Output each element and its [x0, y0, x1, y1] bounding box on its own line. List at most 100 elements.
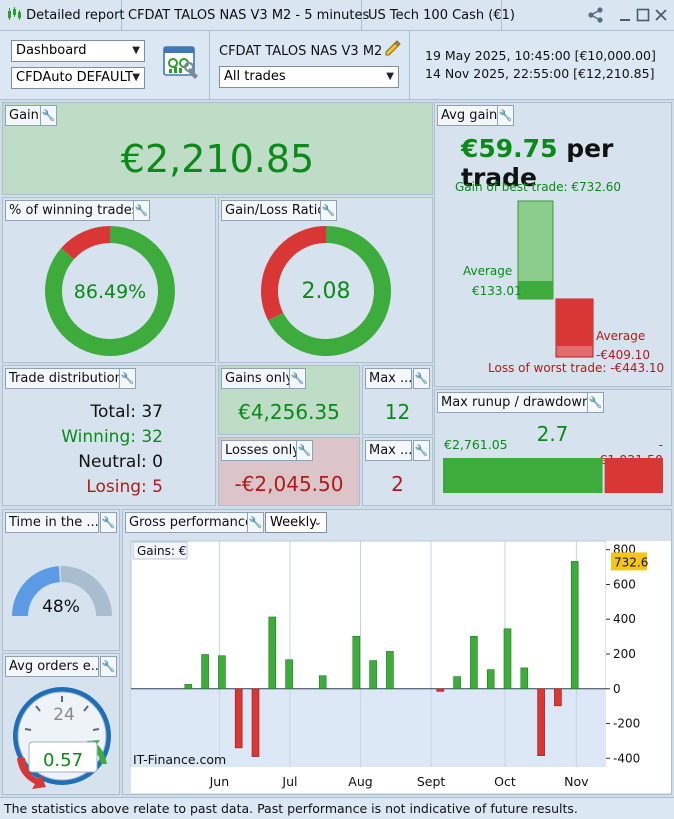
account-select[interactable]: CFDAuto DEFAULT ▼ — [11, 67, 145, 89]
neutral-trades: Neutral: 0 — [78, 452, 163, 472]
win-loss-bars — [517, 200, 594, 358]
wrench-icon[interactable]: 🔧 — [40, 105, 57, 126]
toolbar-divider — [209, 31, 210, 100]
max-consecutive-wins-value: 12 — [384, 400, 411, 424]
dial-number: 24 — [53, 705, 75, 725]
trades-filter-value: All trades — [224, 69, 286, 84]
y-tick-label: -200 — [613, 717, 640, 731]
share-icon[interactable] — [587, 6, 605, 24]
chart-bar — [285, 659, 293, 690]
trade-distribution-title: Trade distribution — [5, 368, 127, 389]
gross-performance-panel: Gross performance 🔧 Weekly ⌄ -400 -200 0 200… — [122, 509, 672, 795]
candlestick-icon — [8, 7, 21, 20]
close-icon[interactable] — [652, 6, 670, 24]
time-in-market-panel: Time in the ... 🔧 48% — [2, 509, 120, 651]
chart-title: Gains: € — [137, 544, 186, 558]
loss-slice — [261, 226, 326, 321]
avg-gain-suffix: per trade — [461, 134, 614, 192]
wrench-icon[interactable]: 🔧 — [497, 105, 514, 126]
view-select[interactable]: Dashboard ▼ — [11, 40, 145, 62]
losses-only-value: -€2,045.50 — [234, 472, 344, 496]
x-tick-label: Oct — [494, 774, 516, 789]
chart-bar — [201, 654, 209, 690]
x-axis-ticks: Jun Jul Aug Sept Oct Nov — [209, 774, 590, 789]
clock-dial-icon — [13, 687, 111, 789]
wrench-icon[interactable]: 🔧 — [413, 440, 430, 461]
period-select[interactable]: Weekly ⌄ — [265, 512, 327, 533]
y-tick-label: 400 — [613, 612, 636, 626]
chevron-down-icon: ▼ — [132, 72, 140, 83]
wrench-icon[interactable]: 🔧 — [119, 368, 136, 389]
chart-bar — [369, 660, 377, 690]
chart-bar — [251, 688, 260, 757]
avg-win-label: Average — [463, 264, 513, 278]
max-consecutive-wins-panel: Max ... 🔧 12 — [362, 365, 433, 435]
axis-background — [606, 541, 671, 767]
app-title-text: Detailed report — [26, 8, 125, 23]
toolbar-divider — [409, 31, 410, 100]
disclaimer-footer: The statistics above relate to past data… — [0, 797, 674, 819]
tab-strategy[interactable]: CFDAT TALOS NAS V3 M2 - 5 minutes — [122, 0, 369, 31]
chart-bar — [352, 635, 361, 690]
avg-loss-value: -€409.10 — [596, 348, 650, 362]
chart-bar — [470, 635, 478, 690]
wrench-icon[interactable]: 🔧 — [413, 368, 430, 389]
gauge-filled-arc — [12, 566, 60, 616]
trades-filter-select[interactable]: All trades ▼ — [219, 66, 399, 88]
gain-panel: Gain 🔧 €2,210.85 — [2, 102, 433, 195]
negative-zone — [131, 688, 606, 767]
x-tick-label: Sept — [417, 774, 446, 789]
gains-only-title: Gains only — [221, 368, 298, 389]
wrench-icon[interactable]: 🔧 — [289, 368, 306, 389]
gain-loss-donut — [261, 226, 391, 356]
max-consecutive-losses-panel: Max ... 🔧 2 — [362, 437, 433, 506]
chart-bar — [453, 676, 461, 690]
wrench-icon[interactable]: 🔧 — [320, 200, 337, 221]
chart-bar — [537, 688, 545, 756]
chart-bar — [386, 651, 394, 690]
period-start: 19 May 2025, 10:45:00 [€10,000.00] — [425, 48, 656, 63]
chart-watermark: IT-Finance.com — [133, 752, 226, 767]
wrench-icon[interactable]: 🔧 — [247, 512, 264, 533]
x-tick-label: Jun — [209, 774, 230, 789]
wrench-icon[interactable]: 🔧 — [587, 392, 604, 413]
chart-bars — [184, 561, 579, 757]
maximize-icon[interactable] — [634, 6, 652, 24]
trade-distribution-panel: Trade distribution 🔧 Total: 37 Winning: … — [2, 365, 216, 506]
avg-orders-title: Avg orders e... — [5, 656, 99, 677]
avg-loss-label: Average — [596, 329, 646, 343]
avg-gain-panel: Avg gain 🔧 €59.75 per trade Gain of best… — [434, 102, 672, 387]
x-tick-label: Jul — [281, 774, 297, 789]
chart-bar — [268, 616, 277, 690]
report-settings-icon[interactable] — [163, 44, 201, 82]
chart-bar — [184, 684, 193, 690]
best-trade-label: Gain of best trade: €732.60 — [455, 180, 622, 194]
gains-only-panel: Gains only 🔧 €4,256.35 — [218, 365, 360, 435]
chart-bar — [218, 655, 226, 690]
runup-drawdown-title: Max runup / drawdown — [437, 392, 595, 413]
y-tick-label: 0 — [613, 682, 621, 696]
wrench-icon[interactable]: 🔧 — [100, 656, 117, 677]
total-trades: Total: 37 — [90, 402, 163, 422]
time-in-market-value: 48% — [42, 597, 80, 617]
wrench-icon[interactable]: 🔧 — [133, 200, 150, 221]
tab-instrument[interactable]: US Tech 100 Cash (€1) — [362, 0, 515, 31]
losses-only-title: Losses only — [221, 440, 304, 461]
wrench-icon[interactable]: 🔧 — [296, 440, 313, 461]
gain-loss-ratio-value: 2.08 — [301, 279, 351, 304]
x-tick-label: Aug — [348, 774, 372, 789]
chart-bar — [486, 669, 495, 690]
gains-only-value: €4,256.35 — [238, 400, 340, 424]
avg-gain-title: Avg gain — [437, 105, 502, 126]
app-title[interactable]: Detailed report — [0, 0, 125, 31]
avg-orders-value: 0.57 — [42, 750, 84, 771]
chart-bar — [436, 688, 445, 692]
wrench-icon[interactable]: 🔧 — [100, 512, 117, 533]
avg-gain-line: €59.75 per trade — [461, 134, 671, 192]
gross-performance-title: Gross performance — [125, 512, 258, 533]
edit-pencil-icon[interactable] — [383, 39, 401, 57]
chevron-down-icon: ⌄ — [313, 517, 322, 528]
view-select-value: Dashboard — [16, 43, 87, 58]
minimize-icon[interactable] — [616, 6, 634, 24]
